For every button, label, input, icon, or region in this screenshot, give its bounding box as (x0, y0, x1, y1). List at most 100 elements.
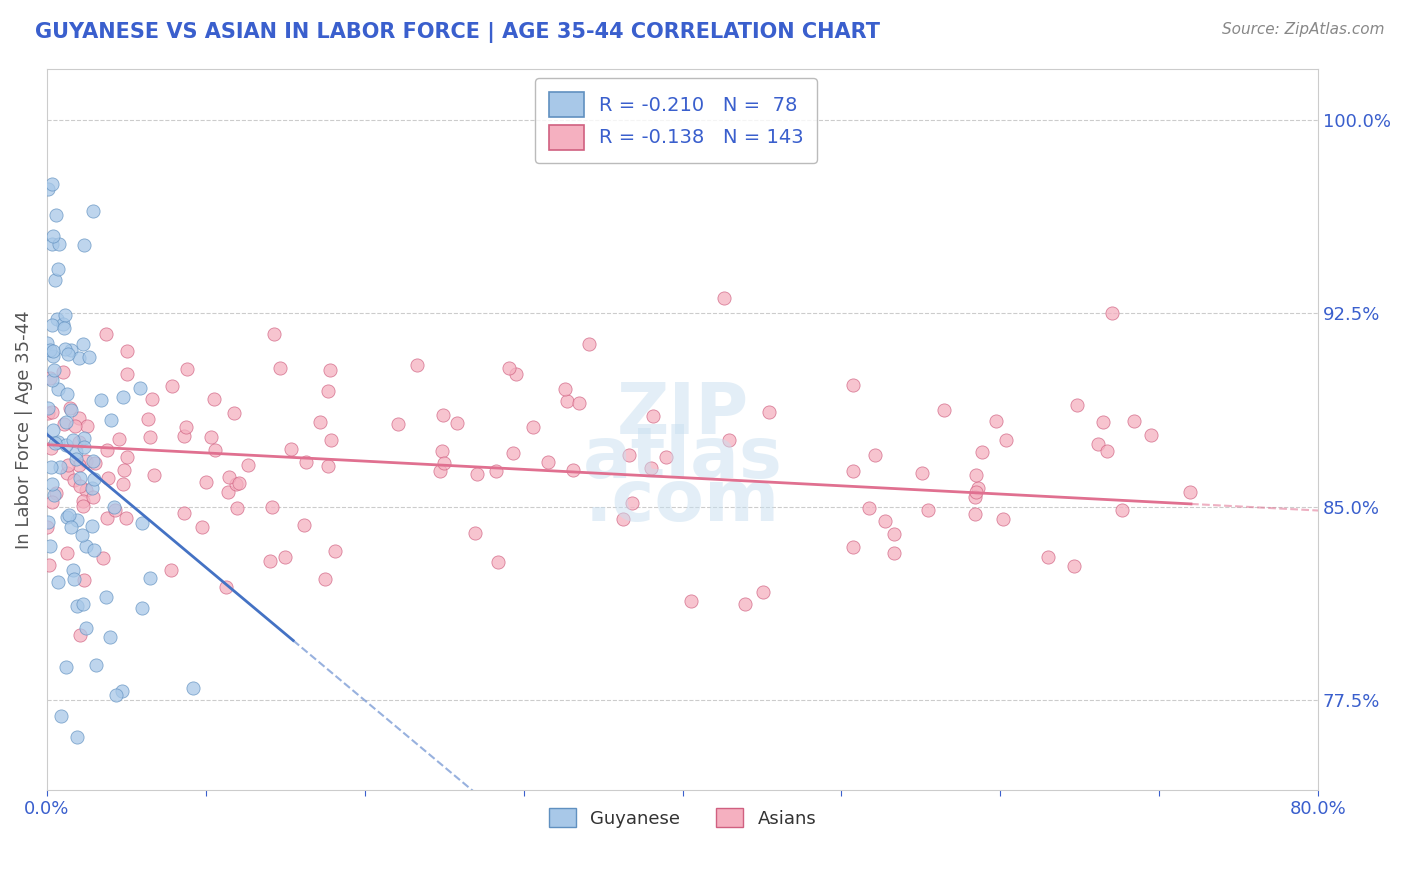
Point (263, 327, 285, 342)
Point (202, 392, 225, 407)
Point (485, 464, 508, 478)
Point (83, 472, 105, 486)
Point (45, 208, 67, 222)
Point (56, 467, 79, 481)
Point (194, 475, 217, 489)
Text: ZIP: ZIP (616, 380, 748, 450)
Point (204, 443, 226, 458)
Point (42, 344, 65, 359)
Point (1101, 306, 1123, 320)
Point (53, 417, 76, 432)
Point (430, 444, 453, 458)
Point (53, 342, 76, 356)
Point (35, 520, 58, 534)
Point (1092, 415, 1115, 429)
Point (537, 455, 560, 469)
Point (67, 411, 90, 425)
Point (41, 373, 63, 387)
Point (39, 441, 62, 455)
Point (214, 580, 236, 594)
Point (966, 467, 988, 482)
Text: Source: ZipAtlas.com: Source: ZipAtlas.com (1222, 22, 1385, 37)
Point (58, 347, 80, 361)
Point (314, 572, 336, 586)
Point (96, 443, 118, 458)
Point (429, 464, 451, 478)
Point (1066, 398, 1088, 412)
Point (70, 528, 93, 542)
Point (617, 448, 640, 462)
Point (160, 563, 183, 577)
Point (568, 395, 591, 409)
Point (141, 392, 163, 407)
Point (66, 731, 89, 745)
Point (464, 525, 486, 540)
Point (56, 458, 79, 472)
Point (1180, 485, 1202, 500)
Point (138, 430, 160, 444)
Point (37, 406, 59, 420)
Point (42, 349, 65, 363)
Point (52, 365, 75, 379)
Point (259, 553, 281, 567)
Point (80, 481, 103, 495)
Point (41, 178, 63, 192)
Point (55, 659, 77, 673)
Point (406, 358, 429, 372)
Point (46, 434, 69, 449)
Point (41, 318, 63, 333)
Point (191, 519, 214, 533)
Point (39, 343, 62, 357)
Point (73, 431, 96, 445)
Point (48, 237, 70, 252)
Point (758, 405, 780, 419)
Point (114, 463, 136, 477)
Point (640, 461, 662, 475)
Point (41, 476, 63, 491)
Point (38, 558, 60, 572)
Point (105, 688, 128, 702)
Text: atlas: atlas (582, 424, 783, 492)
Point (83, 543, 105, 558)
Point (59, 343, 82, 357)
Point (73, 574, 96, 588)
Point (46, 311, 69, 326)
Point (72, 597, 94, 611)
Point (67, 458, 90, 472)
Point (841, 464, 863, 478)
Point (713, 291, 735, 305)
Point (224, 406, 246, 420)
Point (841, 541, 863, 555)
Point (65, 452, 87, 467)
Point (111, 390, 134, 404)
Point (94, 590, 117, 604)
Point (502, 446, 524, 460)
Point (309, 415, 332, 429)
Point (136, 411, 159, 425)
Point (1111, 502, 1133, 516)
Point (65, 445, 87, 459)
Point (45, 486, 67, 500)
Point (1063, 558, 1085, 573)
Point (176, 361, 198, 376)
Point (37, 401, 59, 416)
Point (72, 499, 94, 513)
Point (80, 519, 103, 533)
Point (112, 477, 135, 491)
Point (734, 597, 756, 611)
Point (69, 471, 91, 485)
Point (842, 377, 865, 392)
Point (200, 430, 222, 444)
Point (655, 450, 678, 464)
Point (174, 420, 197, 434)
Point (321, 433, 343, 447)
Point (62, 434, 84, 448)
Point (67, 351, 90, 365)
Point (217, 484, 239, 499)
Point (1123, 414, 1146, 428)
Point (228, 475, 250, 490)
Point (39, 371, 62, 385)
Point (965, 484, 987, 499)
Point (96, 511, 118, 525)
Point (865, 448, 887, 462)
